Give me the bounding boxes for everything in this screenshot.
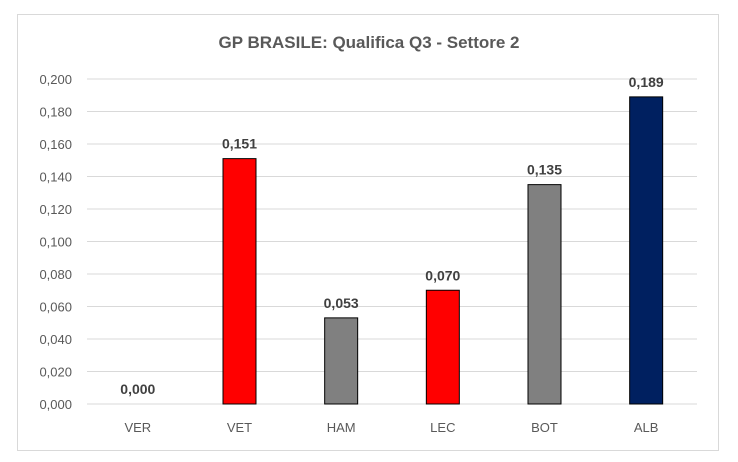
- y-tick-label: 0,080: [39, 267, 72, 282]
- x-tick-label: VET: [227, 420, 252, 435]
- data-label: 0,151: [222, 136, 257, 152]
- y-tick-label: 0,200: [39, 72, 72, 87]
- y-tick-label: 0,100: [39, 235, 72, 250]
- y-tick-label: 0,140: [39, 170, 72, 185]
- data-label: 0,189: [629, 74, 664, 90]
- data-label: 0,070: [425, 267, 460, 283]
- y-tick-label: 0,040: [39, 332, 72, 347]
- x-tick-label: VER: [124, 420, 151, 435]
- chart-title: GP BRASILE: Qualifica Q3 - Settore 2: [218, 33, 520, 52]
- bar-alb: [629, 96, 664, 405]
- data-label: 0,135: [527, 162, 562, 178]
- y-tick-label: 0,180: [39, 105, 72, 120]
- y-tick-label: 0,020: [39, 365, 72, 380]
- x-tick-label: BOT: [531, 420, 558, 435]
- x-tick-label: HAM: [327, 420, 356, 435]
- bar-bot: [527, 184, 562, 405]
- y-tick-label: 0,000: [39, 397, 72, 412]
- y-tick-label: 0,160: [39, 137, 72, 152]
- y-tick-label: 0,120: [39, 202, 72, 217]
- y-tick-label: 0,060: [39, 300, 72, 315]
- data-label: 0,000: [120, 381, 155, 397]
- bar-lec: [425, 289, 460, 405]
- x-tick-label: ALB: [634, 420, 659, 435]
- data-label: 0,053: [324, 295, 359, 311]
- bar-ham: [324, 317, 359, 405]
- x-tick-label: LEC: [430, 420, 455, 435]
- chart-area: [17, 14, 719, 451]
- bar-vet: [222, 158, 257, 405]
